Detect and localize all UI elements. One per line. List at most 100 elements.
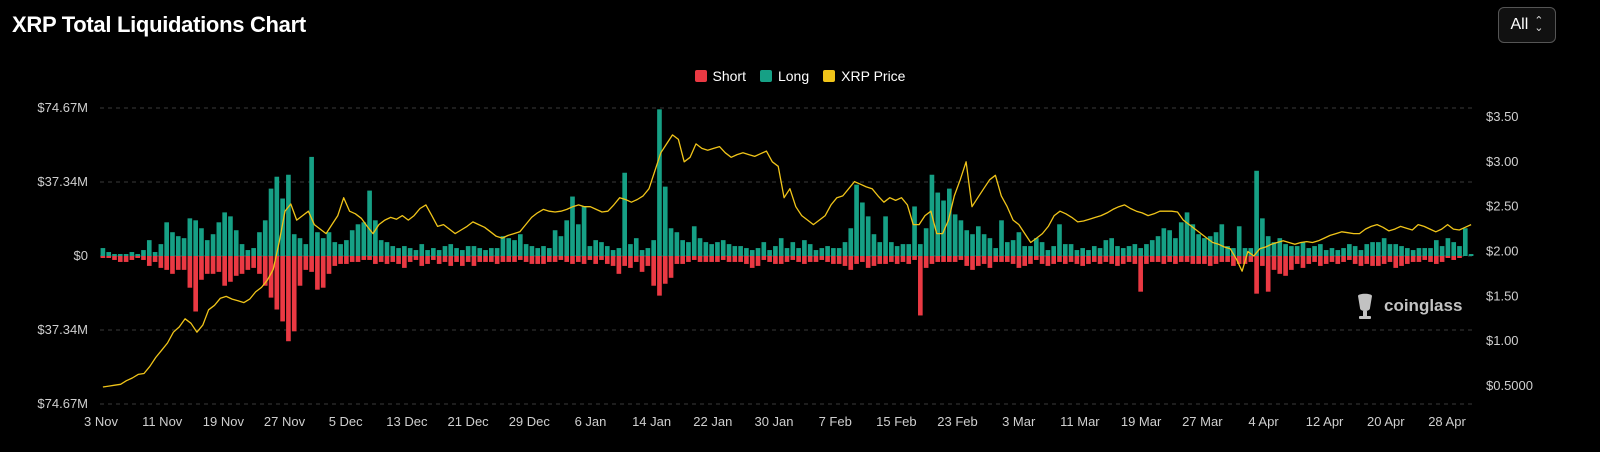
short-bar — [286, 256, 291, 342]
short-bar — [436, 256, 442, 264]
short-bar — [1289, 256, 1294, 270]
short-bar — [709, 256, 714, 262]
short-bar — [1294, 256, 1300, 264]
short-bar — [1086, 256, 1091, 264]
long-bar — [854, 184, 859, 256]
long-bar — [691, 226, 697, 256]
short-bar — [558, 256, 564, 260]
long-bar — [790, 242, 796, 256]
short-bar — [204, 256, 210, 274]
long-bar — [1260, 218, 1265, 256]
short-bar — [1149, 256, 1155, 262]
long-bar — [1283, 244, 1288, 256]
long-bar — [1051, 246, 1056, 256]
short-bar — [210, 256, 216, 274]
x-tick-label: 27 Nov — [264, 414, 306, 429]
long-swatch — [759, 70, 772, 82]
short-bar — [941, 256, 946, 262]
long-bar — [216, 222, 222, 256]
long-bar — [396, 248, 401, 256]
long-bar — [222, 212, 227, 256]
short-bar — [1445, 256, 1451, 258]
time-range-select[interactable]: All ⌃ ⌄ — [1498, 7, 1556, 43]
short-bar — [1068, 256, 1074, 262]
long-bar — [320, 238, 326, 256]
long-bar — [204, 240, 210, 256]
long-bar — [448, 244, 454, 256]
long-bar — [964, 230, 970, 256]
right-tick-label: $3.00 — [1486, 154, 1519, 169]
short-bar — [1062, 256, 1068, 264]
long-bar — [187, 218, 193, 256]
long-bar — [773, 246, 778, 256]
long-bar — [860, 202, 865, 256]
long-bar — [297, 238, 303, 256]
long-bar — [1370, 242, 1375, 256]
short-bar — [187, 256, 193, 288]
long-bar — [1318, 244, 1323, 256]
long-bar — [1016, 232, 1022, 256]
long-bar — [1399, 246, 1404, 256]
legend-item-short[interactable]: Short — [694, 68, 746, 84]
short-bar — [512, 256, 517, 262]
long-bar — [268, 188, 274, 256]
short-bar — [1097, 256, 1103, 264]
short-bar — [1306, 256, 1312, 264]
short-bar — [1254, 256, 1259, 294]
long-bar — [407, 248, 413, 256]
short-bar — [1318, 256, 1323, 266]
long-bar — [1289, 246, 1294, 256]
long-bar — [239, 244, 245, 256]
long-bar — [141, 250, 146, 256]
short-bar — [993, 256, 999, 262]
short-bar — [170, 256, 175, 274]
long-bar — [784, 248, 790, 256]
right-tick-label: $3.50 — [1486, 109, 1519, 124]
long-bar — [836, 248, 842, 256]
long-bar — [1242, 248, 1248, 256]
short-bar — [291, 256, 297, 332]
long-bar — [599, 242, 604, 256]
short-bar — [1236, 256, 1242, 264]
long-bar — [1306, 248, 1312, 256]
long-bar — [848, 228, 854, 256]
long-bar — [877, 242, 883, 256]
short-bar — [1033, 256, 1039, 260]
short-bar — [790, 256, 796, 260]
long-bar — [1416, 248, 1422, 256]
short-bar — [112, 256, 117, 260]
short-bar — [964, 256, 970, 266]
long-bar — [952, 214, 958, 256]
long-bar — [1167, 230, 1172, 256]
long-bar — [413, 250, 419, 256]
long-bar — [1080, 248, 1085, 256]
short-bar — [767, 256, 772, 262]
short-bar — [1352, 256, 1358, 264]
short-bar — [1265, 256, 1271, 292]
long-bar — [193, 220, 198, 256]
x-tick-label: 30 Jan — [754, 414, 793, 429]
short-bar — [100, 256, 106, 258]
x-tick-label: 13 Dec — [386, 414, 428, 429]
legend-label-price: XRP Price — [841, 68, 906, 84]
short-bar — [1173, 256, 1178, 264]
legend-item-price[interactable]: XRP Price — [823, 68, 905, 84]
legend-item-long[interactable]: Long — [759, 68, 809, 84]
short-bar — [1091, 256, 1097, 262]
long-bar — [146, 240, 152, 256]
x-tick-label: 3 Nov — [84, 414, 118, 429]
long-bar — [210, 234, 216, 256]
long-bar — [993, 248, 999, 256]
short-bar — [796, 256, 801, 262]
long-bar — [616, 248, 622, 256]
right-tick-label: $0.5000 — [1486, 378, 1533, 393]
long-bar — [303, 244, 309, 256]
short-bar — [877, 256, 883, 264]
short-bar — [894, 256, 900, 264]
long-bar — [726, 244, 732, 256]
short-bar — [106, 256, 112, 258]
long-bar — [1132, 244, 1138, 256]
long-bar — [1161, 228, 1167, 256]
long-bar — [152, 252, 158, 256]
